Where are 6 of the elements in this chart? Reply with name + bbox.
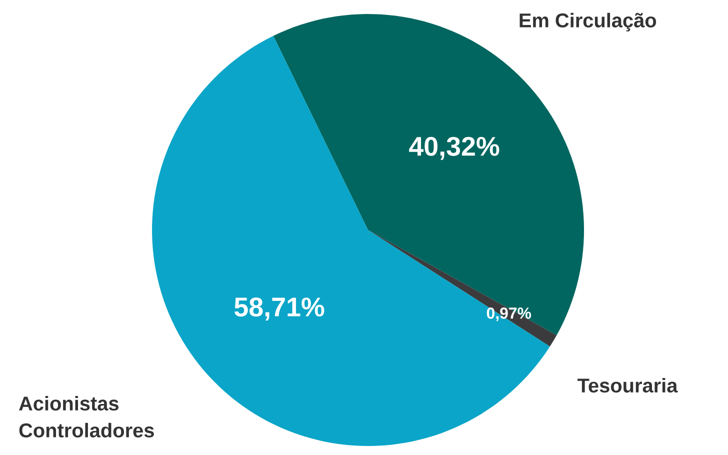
data-label: 40,32% bbox=[409, 136, 500, 160]
data-label: 0,97% bbox=[486, 308, 532, 322]
data-label: 58,71% bbox=[234, 298, 324, 320]
slice-label: Tesouraria bbox=[578, 378, 678, 393]
slice-label: Em Circulação bbox=[520, 12, 656, 32]
slice-label: Acionistas Controladores bbox=[19, 396, 154, 438]
